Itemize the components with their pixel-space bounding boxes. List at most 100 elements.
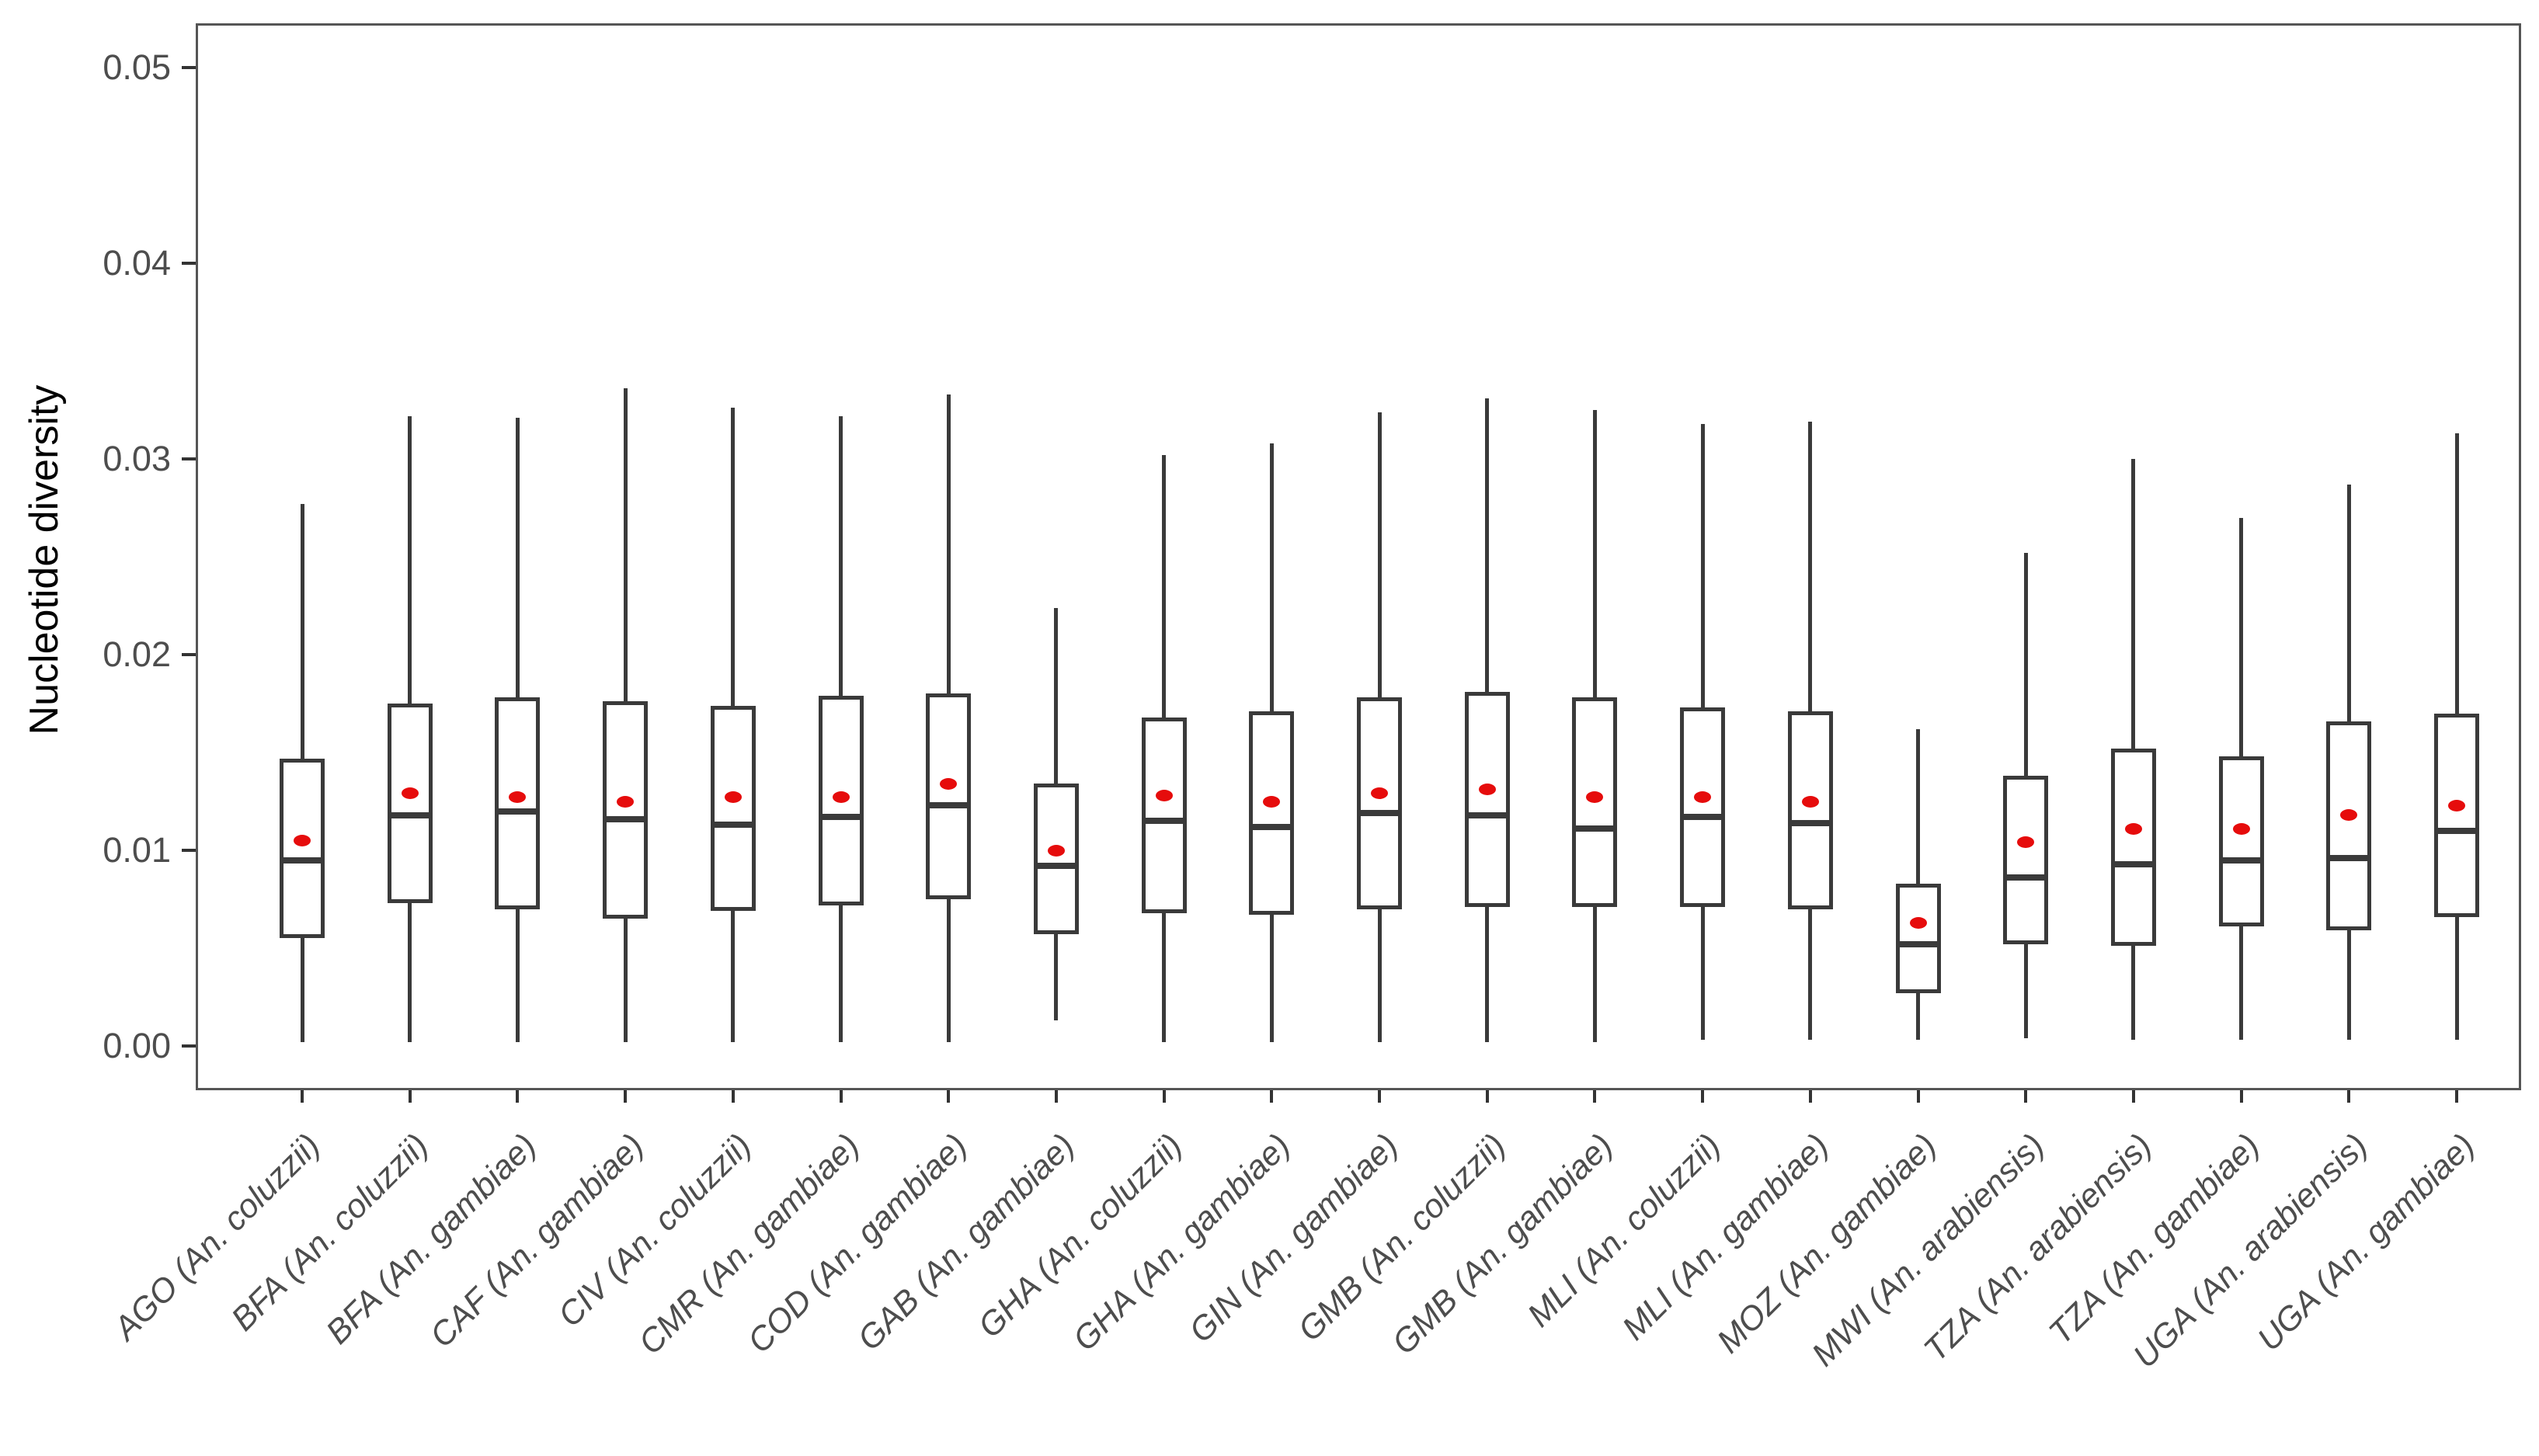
median-line [1787,819,1833,826]
mean-dot [1047,844,1065,857]
x-tick-mark [947,1090,951,1103]
x-tick-label: TZA (An. gambiae) [2041,1127,2267,1352]
mean-dot [724,791,742,804]
box [280,758,325,939]
median-line [926,802,972,809]
median-line [2218,857,2264,864]
median-line [1357,810,1402,817]
x-tick-label: MLI (An. gambiae) [1615,1127,1836,1348]
box [1464,691,1510,908]
x-tick-label: CIV (An. coluzzii) [551,1127,759,1335]
mean-dot [2017,836,2035,849]
box [2434,713,2479,917]
x-tick-mark [1593,1090,1597,1103]
x-tick-label: BFA (An. coluzzii) [224,1127,436,1339]
mean-dot [617,795,635,808]
x-tick-mark [1162,1090,1166,1103]
mean-dot [2340,809,2358,822]
x-tick-label: AGO (An. coluzzii) [106,1127,328,1348]
median-line [1464,811,1510,818]
box [1357,697,1402,909]
mean-dot [2232,822,2250,835]
x-tick-mark [2131,1090,2135,1103]
box [1895,883,1941,993]
box [2218,756,2264,927]
box [1141,717,1187,913]
y-tick-label: 0.04 [103,243,171,283]
mean-dot [1263,795,1281,808]
y-tick-mark [182,262,196,265]
mean-dot [509,791,527,804]
x-tick-mark [1808,1090,1812,1103]
box [710,705,756,912]
box [1680,707,1726,908]
x-tick-label: UGA (An. gambiae) [2250,1127,2482,1359]
x-tick-mark [2239,1090,2243,1103]
median-line [2326,855,2372,862]
x-tick-mark [1916,1090,1920,1103]
median-line [2003,874,2049,881]
x-tick-label: GIN (An. gambiae) [1181,1127,1405,1350]
median-line [495,808,541,815]
median-line [1033,863,1079,870]
x-tick-mark [731,1090,735,1103]
y-tick-mark [182,66,196,69]
box [926,693,972,899]
median-line [603,815,649,822]
median-line [387,811,433,818]
box [1249,711,1295,916]
mean-dot [1371,787,1388,800]
box [2110,748,2156,947]
x-tick-mark [624,1090,628,1103]
median-line [818,814,864,821]
box [603,701,649,919]
mean-dot [1478,784,1496,796]
mean-dot [1586,791,1604,804]
median-line [1141,818,1187,825]
x-tick-label: MLI (An. coluzzii) [1520,1127,1729,1335]
y-tick-mark [182,457,196,460]
box [1787,711,1833,909]
x-tick-mark [1701,1090,1705,1103]
mean-dot [1694,791,1712,804]
x-tick-mark [1270,1090,1274,1103]
y-tick-mark [182,1044,196,1048]
x-tick-mark [1054,1090,1058,1103]
y-tick-mark [182,849,196,852]
x-tick-mark [839,1090,843,1103]
mean-dot [1155,789,1173,801]
x-tick-label: BFA (An. gambiae) [318,1127,544,1352]
y-tick-label: 0.00 [103,1026,171,1065]
y-tick-label: 0.01 [103,830,171,870]
x-tick-mark [1485,1090,1489,1103]
box [495,697,541,909]
mean-dot [2448,799,2465,811]
mean-dot [294,834,311,846]
median-line [710,822,756,829]
x-tick-label: GMB (An. coluzzii) [1290,1127,1513,1349]
box [2326,721,2372,931]
median-line [1680,814,1726,821]
median-line [1249,823,1295,830]
mean-dot [401,787,419,800]
mean-dot [1801,795,1819,808]
x-tick-mark [301,1090,304,1103]
box [387,704,433,904]
median-line [2434,827,2479,834]
x-tick-mark [516,1090,520,1103]
x-tick-mark [2347,1090,2351,1103]
mean-dot [940,777,958,790]
median-line [280,857,325,864]
mean-dot [1909,916,1927,929]
y-tick-mark [182,653,196,656]
y-tick-label: 0.05 [103,47,171,87]
y-axis-title: Nucleotide diversity [22,384,67,735]
mean-dot [832,791,850,804]
box [2003,776,2049,944]
x-tick-mark [2455,1090,2458,1103]
x-tick-mark [408,1090,412,1103]
mean-dot [2124,822,2142,835]
median-line [1895,940,1941,947]
